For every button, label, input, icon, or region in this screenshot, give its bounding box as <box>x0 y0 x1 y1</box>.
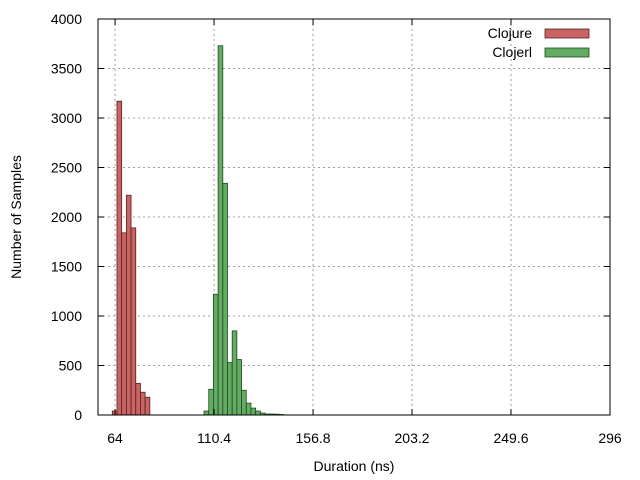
bar-clojerl <box>213 293 219 416</box>
bar-clojerl <box>208 388 214 416</box>
bar-clojerl <box>217 45 224 416</box>
x-tick-label: 249.6 <box>493 430 528 446</box>
x-tick-label: 64 <box>107 430 123 446</box>
bar-clojerl <box>250 407 257 416</box>
y-tick-label: 3000 <box>51 110 82 126</box>
legend-swatch-clojure <box>544 28 590 39</box>
bar-clojure <box>116 100 123 416</box>
x-tick-label: 156.8 <box>296 430 331 446</box>
bar-clojure <box>130 227 137 416</box>
x-axis-tick-labels: 64 110.4 156.8 203.2 249.6 296 <box>107 430 622 446</box>
bar-clojure <box>121 232 127 416</box>
bar-clojerl <box>203 410 210 416</box>
bar-clojure <box>140 391 146 416</box>
tick-marks <box>98 18 611 416</box>
x-tick-label: 296 <box>598 430 622 446</box>
bar-clojure <box>125 194 132 416</box>
bar-clojerl <box>227 362 233 416</box>
legend-label-clojerl: Clojerl <box>492 44 532 60</box>
y-tick-label: 1000 <box>51 308 82 324</box>
bar-clojerl <box>241 389 247 416</box>
bar-clojerl <box>255 410 261 416</box>
bars <box>111 45 285 416</box>
bar-clojerl <box>236 359 242 416</box>
y-tick-label: 0 <box>74 407 82 423</box>
x-tick-label: 110.4 <box>197 430 231 446</box>
x-axis-label: Duration (ns) <box>314 458 395 474</box>
bar-clojerl <box>222 182 228 416</box>
bar-clojure <box>144 396 151 416</box>
y-tick-label: 3500 <box>51 61 82 77</box>
y-tick-label: 2500 <box>51 160 82 176</box>
bar-clojure <box>135 382 141 416</box>
legend-label-clojure: Clojure <box>488 25 533 41</box>
y-tick-label: 4000 <box>51 11 82 27</box>
legend-swatch-clojerl <box>544 47 590 58</box>
y-axis-tick-labels: 0 500 1000 1500 2000 2500 3000 3500 4000 <box>51 11 82 423</box>
grid-lines <box>98 19 610 415</box>
y-axis-label: Number of Samples <box>8 155 24 279</box>
x-tick-label: 203.2 <box>395 430 430 446</box>
legend: Clojure Clojerl <box>488 25 590 60</box>
y-tick-label: 2000 <box>51 209 82 225</box>
bar-clojerl <box>231 330 238 416</box>
bar-clojerl <box>245 402 252 416</box>
y-tick-label: 1500 <box>51 259 82 275</box>
y-tick-label: 500 <box>59 358 83 374</box>
